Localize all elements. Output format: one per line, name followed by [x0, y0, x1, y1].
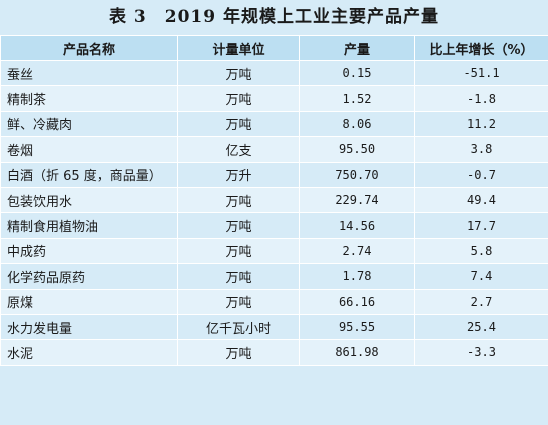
table-row: 精制茶 万吨 1.52 -1.8	[0, 85, 548, 112]
cell-unit: 万吨	[177, 288, 300, 315]
cell-unit: 万吨	[177, 263, 300, 290]
header-output: 产量	[299, 35, 415, 61]
cell-unit: 万吨	[177, 186, 300, 214]
table-row: 精制食用植物油 万吨 14.56 17.7	[0, 212, 548, 239]
cell-output: 95.55	[299, 313, 415, 341]
cell-product-name: 蚕丝	[0, 59, 178, 87]
cell-product-name: 鲜、冷藏肉	[0, 110, 178, 138]
cell-unit: 万吨	[177, 339, 300, 366]
cell-unit: 万吨	[177, 237, 300, 265]
page-title: 表 3 2019 年规模上工业主要产品产量	[109, 7, 439, 27]
cell-growth: -0.7	[414, 161, 548, 188]
cell-output: 95.50	[299, 136, 415, 163]
cell-unit: 亿千瓦小时	[177, 313, 300, 341]
cell-unit: 亿支	[177, 136, 300, 163]
cell-unit: 万吨	[177, 59, 300, 87]
cell-growth: 49.4	[414, 186, 548, 214]
cell-growth: 3.8	[414, 136, 548, 163]
cell-product-name: 中成药	[0, 237, 178, 265]
cell-output: 2.74	[299, 237, 415, 265]
header-product-name: 产品名称	[0, 35, 178, 61]
cell-output: 66.16	[299, 288, 415, 315]
cell-product-name: 水泥	[0, 339, 178, 366]
table-row: 白酒（折 65 度，商品量） 万升 750.70 -0.7	[0, 161, 548, 188]
cell-growth: 5.8	[414, 237, 548, 265]
product-output-table: 产品名称 计量单位 产量 比上年增长（%） 蚕丝 万吨 0.15 -51.1 精…	[0, 35, 548, 366]
cell-product-name: 卷烟	[0, 136, 178, 163]
table-row: 卷烟 亿支 95.50 3.8	[0, 136, 548, 163]
cell-output: 0.15	[299, 59, 415, 87]
cell-output: 229.74	[299, 186, 415, 214]
cell-unit: 万吨	[177, 110, 300, 138]
header-unit: 计量单位	[177, 35, 300, 61]
cell-growth: 11.2	[414, 110, 548, 138]
cell-growth: -1.8	[414, 85, 548, 112]
cell-output: 861.98	[299, 339, 415, 366]
cell-product-name: 精制茶	[0, 85, 178, 112]
cell-product-name: 水力发电量	[0, 313, 178, 341]
table-row: 中成药 万吨 2.74 5.8	[0, 237, 548, 265]
cell-growth: 2.7	[414, 288, 548, 315]
cell-product-name: 包装饮用水	[0, 186, 178, 214]
table-header-row: 产品名称 计量单位 产量 比上年增长（%）	[0, 35, 548, 61]
cell-product-name: 化学药品原药	[0, 263, 178, 290]
cell-output: 1.52	[299, 85, 415, 112]
table-row: 蚕丝 万吨 0.15 -51.1	[0, 59, 548, 87]
cell-unit: 万升	[177, 161, 300, 188]
cell-unit: 万吨	[177, 85, 300, 112]
cell-growth: -51.1	[414, 59, 548, 87]
cell-growth: -3.3	[414, 339, 548, 366]
table-row: 原煤 万吨 66.16 2.7	[0, 288, 548, 315]
cell-output: 14.56	[299, 212, 415, 239]
cell-product-name: 白酒（折 65 度，商品量）	[0, 161, 178, 188]
table-row: 水泥 万吨 861.98 -3.3	[0, 339, 548, 366]
table-row: 包装饮用水 万吨 229.74 49.4	[0, 186, 548, 214]
cell-growth: 7.4	[414, 263, 548, 290]
cell-output: 1.78	[299, 263, 415, 290]
table-row: 鲜、冷藏肉 万吨 8.06 11.2	[0, 110, 548, 138]
cell-product-name: 原煤	[0, 288, 178, 315]
cell-growth: 25.4	[414, 313, 548, 341]
table-row: 化学药品原药 万吨 1.78 7.4	[0, 263, 548, 290]
cell-product-name: 精制食用植物油	[0, 212, 178, 239]
cell-output: 750.70	[299, 161, 415, 188]
cell-output: 8.06	[299, 110, 415, 138]
cell-unit: 万吨	[177, 212, 300, 239]
header-growth: 比上年增长（%）	[414, 35, 548, 61]
table-row: 水力发电量 亿千瓦小时 95.55 25.4	[0, 313, 548, 341]
cell-growth: 17.7	[414, 212, 548, 239]
